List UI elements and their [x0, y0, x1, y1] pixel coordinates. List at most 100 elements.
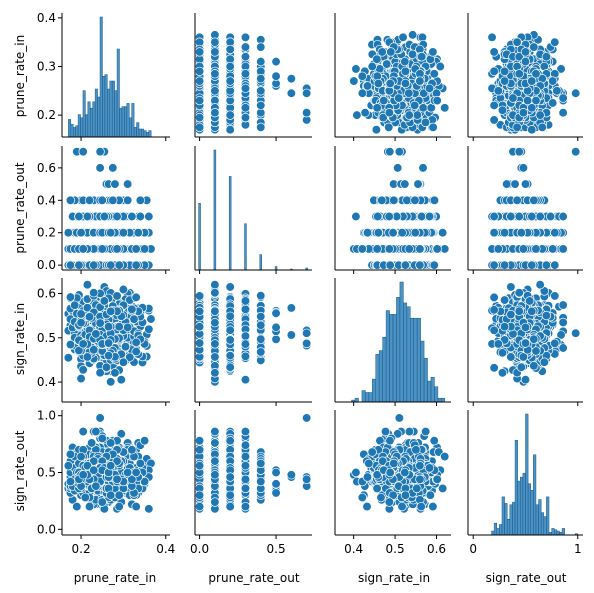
histogram-bar [97, 96, 101, 138]
histogram-bar [259, 254, 262, 271]
scatter-point [499, 76, 510, 86]
scatter-point [388, 228, 398, 238]
scatter-point [127, 211, 137, 222]
histogram-bar [99, 16, 103, 138]
scatter-point [550, 260, 560, 270]
scatter-point [400, 179, 410, 189]
scatter-point [78, 244, 88, 254]
scatter-point [122, 322, 133, 333]
panel-prune-rate-in-vs-prune-rate-in: 0.20.30.4 [37, 11, 170, 141]
scatter-point [357, 244, 367, 254]
scatter-point [144, 324, 154, 334]
scatter-point [240, 112, 251, 123]
histogram-bar [138, 128, 142, 138]
scatter-point [351, 211, 361, 222]
panel-prune-rate-in-vs-sign-rate-out [467, 13, 583, 141]
scatter-point [489, 100, 499, 111]
scatter-point [410, 100, 420, 111]
y-tick-label: 0.3 [37, 59, 56, 73]
scatter-point [535, 110, 545, 120]
scatter-point [397, 228, 407, 238]
scatter-point [432, 244, 442, 254]
scatter-point [82, 211, 93, 222]
scatter-point [424, 211, 435, 222]
scatter-point [527, 125, 537, 135]
scatter-point [520, 179, 531, 189]
scatter-point [256, 56, 266, 67]
scatter-point [271, 56, 281, 67]
y-tick-label: 0.6 [37, 161, 56, 175]
scatter-point [548, 244, 558, 254]
scatter-point [240, 83, 251, 94]
scatter-point [435, 61, 445, 72]
scatter-point [527, 76, 537, 86]
scatter-point [65, 195, 76, 205]
scatter-point [144, 211, 154, 222]
scatter-point [412, 110, 423, 120]
scatter-point [106, 377, 116, 387]
histogram-bar [146, 131, 149, 138]
scatter-point [122, 195, 133, 205]
scatter-point [550, 37, 560, 47]
scatter-point [367, 61, 377, 72]
panel-prune-rate-in-vs-sign-rate-in [334, 13, 451, 141]
scatter-point [499, 66, 510, 76]
scatter-point [385, 78, 395, 89]
histogram-bar [94, 88, 98, 138]
scatter-point [122, 179, 133, 189]
scatter-point [537, 122, 547, 132]
scatter-point [106, 260, 116, 270]
scatter-point [63, 228, 73, 238]
scatter-point [101, 362, 112, 372]
scatter-point [112, 291, 122, 301]
scatter-point [120, 342, 131, 352]
scatter-point [520, 47, 531, 57]
scatter-point [531, 244, 541, 254]
scatter-point [420, 117, 431, 128]
histogram-bar [136, 122, 140, 138]
scatter-point [256, 86, 266, 96]
y-tick-label: 0.0 [37, 258, 56, 272]
scatter-point [89, 345, 99, 355]
scatter-point [407, 30, 418, 40]
histogram-bar [126, 103, 130, 138]
y-tick-label: 0.4 [37, 11, 56, 25]
scatter-point [210, 86, 220, 96]
scatter-point [404, 110, 414, 120]
scatter-point [394, 93, 404, 103]
scatter-point [541, 260, 552, 270]
histogram-bar [109, 80, 113, 138]
scatter-point [386, 47, 396, 57]
scatter-point [362, 81, 373, 91]
scatter-point [256, 100, 266, 111]
scatter-point [82, 280, 93, 290]
scatter-point [428, 47, 438, 57]
scatter-point [91, 329, 101, 339]
scatter-point [514, 211, 524, 222]
scatter-point [78, 365, 88, 375]
scatter-point [286, 73, 297, 84]
scatter-point [385, 260, 395, 270]
scatter-point [385, 147, 395, 157]
scatter-point [194, 122, 205, 132]
y-tick-label: 0.4 [37, 193, 56, 207]
scatter-point [508, 93, 518, 103]
scatter-point [110, 179, 120, 189]
scatter-point [384, 244, 395, 254]
histogram-bar [85, 114, 89, 138]
histogram-bar [198, 203, 201, 271]
scatter-point [89, 260, 99, 270]
scatter-point [256, 42, 266, 52]
scatter-point [417, 211, 427, 222]
scatter-point [116, 375, 126, 385]
scatter-point [493, 86, 503, 96]
scatter-point [84, 312, 95, 322]
scatter-point [438, 228, 448, 238]
scatter-point [146, 314, 156, 324]
scatter-point [118, 284, 129, 295]
scatter-point [527, 260, 537, 270]
scatter-point [489, 228, 499, 238]
histogram-bar [213, 149, 217, 271]
scatter-point [489, 66, 499, 76]
scatter-point [550, 228, 560, 238]
